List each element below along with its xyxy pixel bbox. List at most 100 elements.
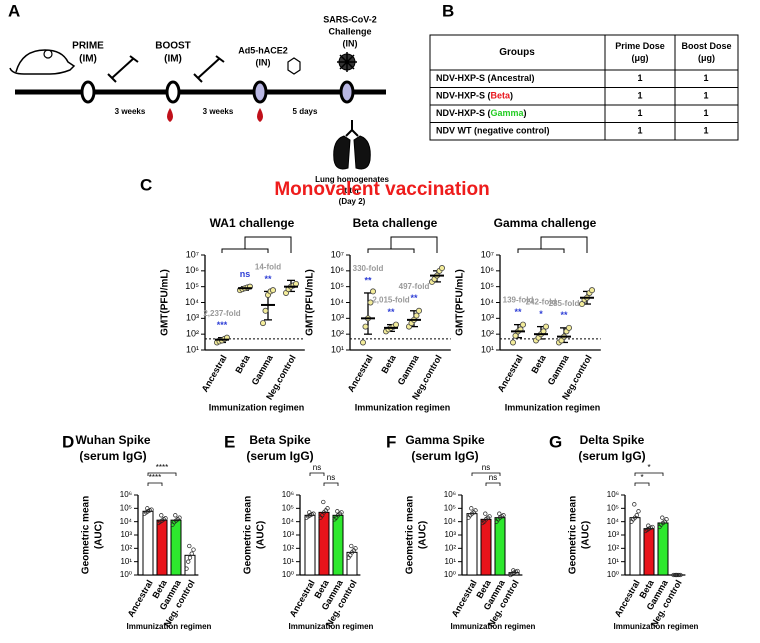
significance: ** <box>410 293 418 303</box>
data-point <box>159 513 164 518</box>
y-tick-label: 10¹ <box>186 344 199 354</box>
step-label: (IN) <box>343 38 358 48</box>
y-tick-label: 10³ <box>186 313 199 323</box>
y-tick-label: 10³ <box>120 530 132 539</box>
timepoint <box>80 80 96 104</box>
x-tick-label: Gamma <box>546 352 572 386</box>
y-axis-title: (AUC) <box>418 521 429 549</box>
syringe-icon <box>107 55 139 83</box>
x-tick-label: Ancestral <box>200 353 229 394</box>
y-axis-title: Geometric mean <box>405 496 416 574</box>
data-point <box>145 506 150 511</box>
data-point <box>511 568 516 573</box>
significance: ** <box>387 307 395 317</box>
significance: ns <box>240 269 251 279</box>
x-axis-title: Immunization regimen <box>451 622 536 631</box>
comparison-bracket <box>634 482 650 486</box>
molecule-icon <box>287 57 301 75</box>
x-tick-label: Beta <box>233 352 252 375</box>
y-tick-label: 10² <box>607 543 619 552</box>
y-tick-label: 10⁴ <box>607 517 620 526</box>
readout-label: Lung homogenates <box>315 175 389 184</box>
data-point <box>259 320 266 327</box>
x-axis-title: Immunization regimen <box>289 622 374 631</box>
significance: **** <box>156 463 168 472</box>
y-axis-title: GMT(PFU/mL) <box>160 269 171 336</box>
data-point <box>589 287 596 294</box>
y-tick-label: 10⁵ <box>120 503 132 512</box>
significance: * <box>539 309 543 319</box>
group-name-part: NDV-HXP-S ( <box>436 91 491 101</box>
y-tick-label: 10⁴ <box>444 517 457 526</box>
data-point <box>674 572 679 578</box>
panel-label: E <box>224 432 235 451</box>
y-tick-label: 10⁷ <box>481 249 494 259</box>
chart-title: Beta challenge <box>353 216 438 230</box>
interval-label: 5 days <box>293 107 318 116</box>
group-name-part: NDV-HXP-S (Ancestral) <box>436 73 535 83</box>
bar <box>156 519 168 576</box>
group-bracket <box>367 236 438 253</box>
group-name-part: ) <box>510 91 513 101</box>
table-cell: NDV WT (negative control) <box>436 126 550 136</box>
data-point <box>311 511 316 516</box>
group-name-part: ) <box>524 108 527 118</box>
data-point <box>632 502 637 507</box>
panel-label: C <box>140 175 152 194</box>
data-point <box>321 499 326 505</box>
fold-label: 2,015-fold <box>372 296 409 305</box>
y-axis-title: (AUC) <box>94 521 105 549</box>
timeline <box>9 49 386 170</box>
table-cell: 1 <box>637 73 642 83</box>
y-tick-label: 10⁵ <box>444 503 456 512</box>
timepoint <box>252 80 268 104</box>
fold-label: 330-fold <box>353 264 384 273</box>
table-cell: 1 <box>703 126 708 136</box>
chart-title: Gamma challenge <box>494 216 597 230</box>
y-tick-label: 10² <box>481 329 494 339</box>
data-point <box>359 339 366 346</box>
x-tick-label: Ancestral <box>346 353 375 394</box>
fold-label: 242-fold <box>526 298 557 307</box>
y-tick-label: 10⁷ <box>331 249 344 259</box>
step-label: Challenge <box>328 26 371 36</box>
x-tick-label: Beta <box>529 352 548 375</box>
data-point <box>186 559 191 564</box>
data-point <box>438 265 445 272</box>
y-tick-label: 10⁶ <box>120 490 132 499</box>
virus-spikes <box>337 52 357 72</box>
significance: * <box>647 463 650 472</box>
significance: ns <box>482 463 490 472</box>
data-point <box>367 299 374 306</box>
comparison-bracket <box>471 472 501 476</box>
panel-label: B <box>442 1 454 20</box>
y-tick-label: 10³ <box>444 530 456 539</box>
chart-title: Delta Spike <box>580 433 645 447</box>
x-tick-label: Ancestral <box>450 578 479 619</box>
y-tick-label: 10³ <box>331 313 344 323</box>
bar <box>480 518 492 576</box>
y-tick-label: 10⁰ <box>282 570 294 579</box>
step-label: (IM) <box>164 54 182 65</box>
significance: **** <box>149 473 161 482</box>
y-tick-label: 10¹ <box>331 344 344 354</box>
bar <box>142 510 154 576</box>
y-tick-label: 10⁰ <box>120 570 132 579</box>
significance: ** <box>560 310 568 320</box>
group-name-part: Beta <box>491 91 512 101</box>
data-point <box>512 332 519 339</box>
x-tick-label: Ancestral <box>496 353 525 394</box>
significance: ns <box>313 463 321 472</box>
comparison-bracket <box>323 482 339 486</box>
x-axis-title: Immunization regimen <box>614 622 699 631</box>
data-point <box>262 307 269 314</box>
x-tick-label: Ancestral <box>288 578 317 619</box>
y-tick-label: 10² <box>331 329 344 339</box>
y-tick-label: 10¹ <box>481 344 494 354</box>
step-label: PRIME <box>72 41 104 52</box>
group-name-part: Gamma <box>491 108 525 118</box>
chart-title: (serum IgG) <box>578 449 645 463</box>
chart-title: Gamma Spike <box>405 433 485 447</box>
bar <box>466 513 478 576</box>
